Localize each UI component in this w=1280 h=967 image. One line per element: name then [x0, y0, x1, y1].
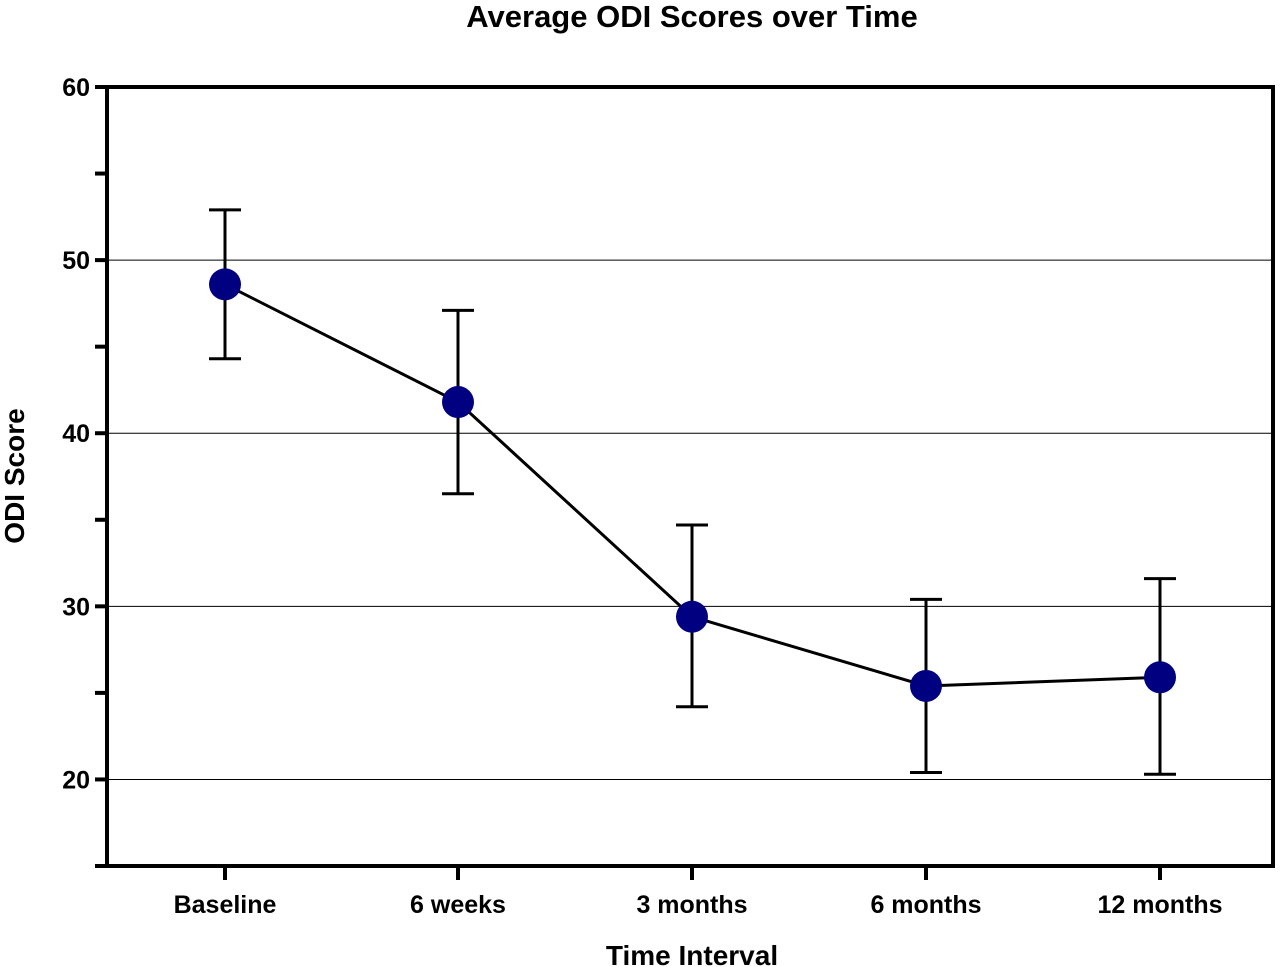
x-axis-ticks: Baseline 6 weeks 3 months 6 months 12 months	[174, 866, 1223, 919]
x-tick-label-2: 3 months	[636, 891, 747, 919]
y-axis-title: ODI Score	[0, 408, 30, 543]
data-point-4	[1144, 661, 1176, 694]
chart-title: Average ODI Scores over Time	[466, 0, 917, 34]
y-tick-label-20: 20	[62, 766, 90, 794]
data-point-0	[209, 268, 241, 301]
x-axis-title: Time Interval	[606, 940, 778, 967]
data-point-3	[910, 669, 942, 702]
plot-frame	[105, 85, 1275, 868]
error-bars	[209, 208, 1176, 776]
data-point-1	[442, 386, 474, 419]
y-tick-label-60: 60	[62, 74, 90, 102]
x-tick-label-4: 12 months	[1097, 891, 1222, 919]
x-tick-label-1: 6 weeks	[410, 891, 506, 919]
x-tick-label-3: 6 months	[870, 891, 981, 919]
data-points	[209, 268, 1176, 702]
x-tick-label-0: Baseline	[174, 891, 277, 919]
y-tick-label-50: 50	[62, 247, 90, 275]
grid-lines	[107, 259, 1273, 780]
y-tick-label-30: 30	[62, 593, 90, 621]
data-point-2	[676, 600, 708, 633]
y-axis-ticks: 20 30 40 50 60	[62, 74, 107, 868]
y-tick-label-40: 40	[62, 420, 90, 448]
